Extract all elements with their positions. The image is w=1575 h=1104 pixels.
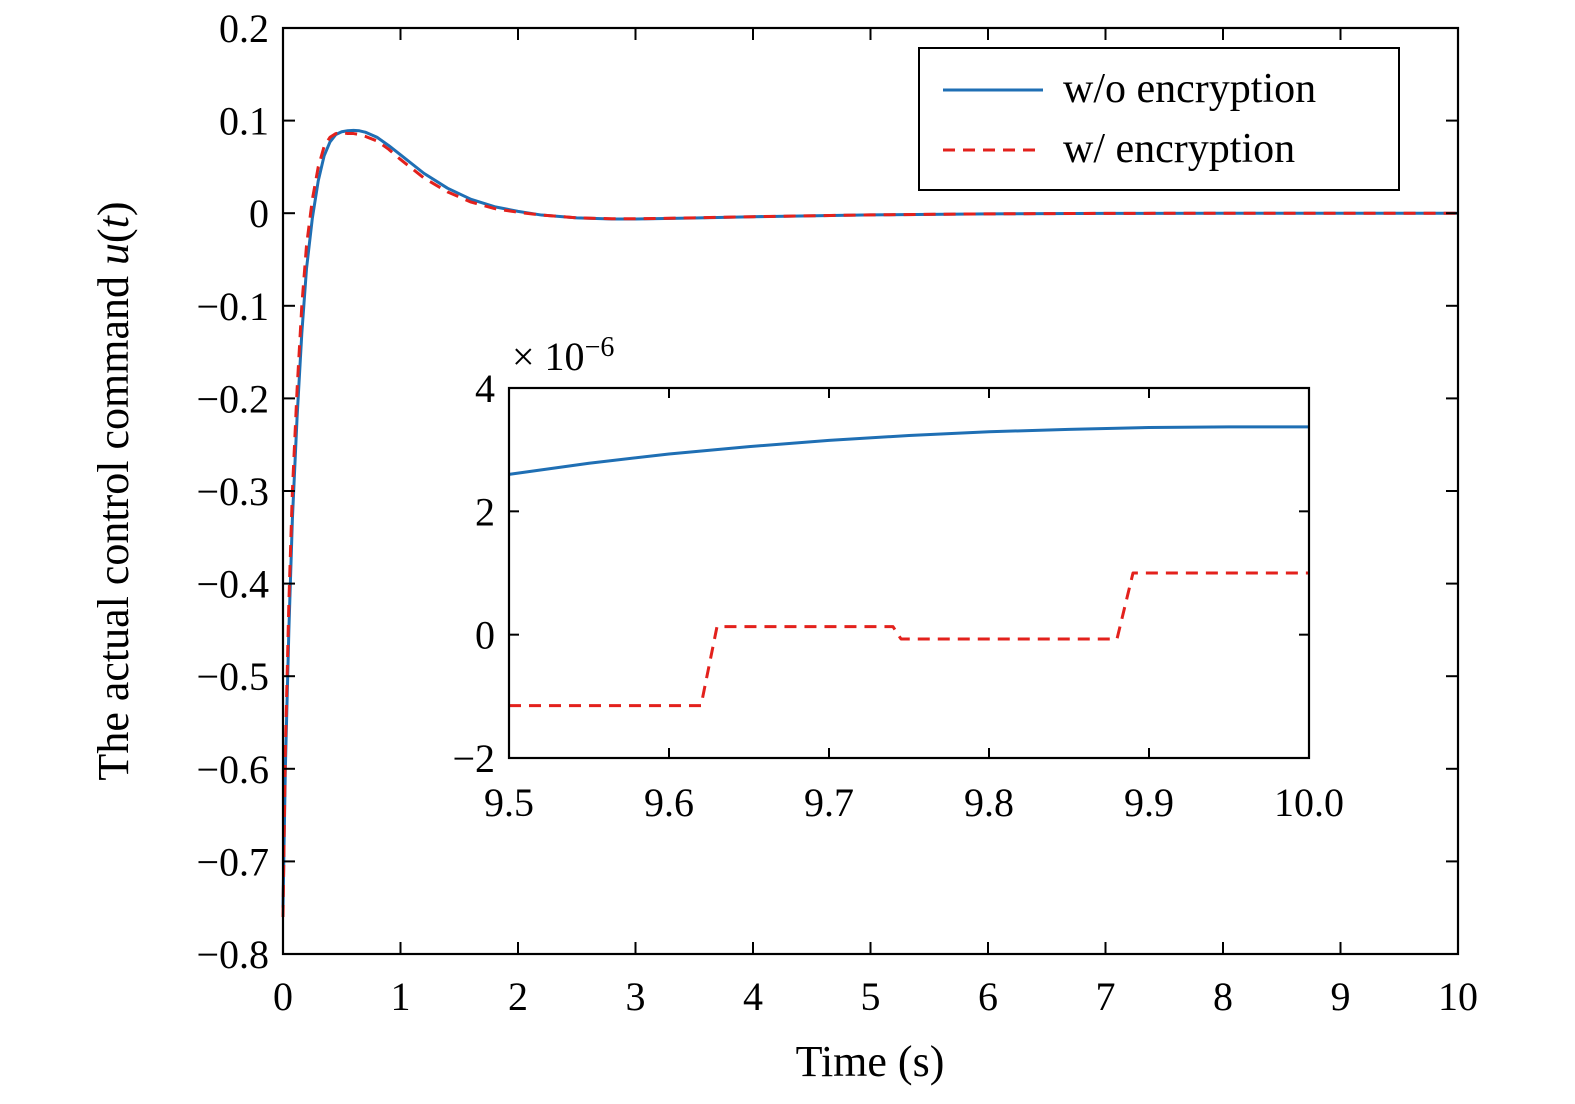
inset-series-wo-encryption-line	[508, 425, 1309, 476]
main-y-tick-label: −0.8	[196, 932, 269, 977]
main-x-tick-label: 3	[626, 974, 646, 1019]
main-y-tick-label: −0.6	[196, 747, 269, 792]
inset-x-tick-label: 9.6	[644, 780, 694, 825]
legend-box	[918, 47, 1400, 191]
inset-x-tick-label: 10.0	[1274, 780, 1344, 825]
main-y-tick-label: 0.1	[219, 99, 269, 144]
y-axis-title: The actual control command u(t)	[89, 201, 138, 780]
main-x-tick-label: 8	[1213, 974, 1233, 1019]
inset-exponent-power: −6	[585, 332, 615, 363]
inset-y-tick-label: 0	[475, 613, 495, 658]
main-y-tick-label: 0	[249, 191, 269, 236]
main-y-tick-label: −0.7	[196, 839, 269, 884]
inset-exponent-label: × 10−6	[512, 332, 614, 379]
inset-series-layer	[508, 425, 1309, 708]
inset-series-w-encryption-line	[509, 571, 1309, 708]
main-x-tick-label: 9	[1331, 974, 1351, 1019]
y-axis-title-variable: t	[89, 214, 138, 228]
y-axis-title-text: The actual control command	[89, 265, 138, 781]
y-axis-title-symbol: u	[89, 243, 138, 265]
main-y-tick-label: −0.2	[196, 376, 269, 421]
main-x-tick-label: 1	[391, 974, 411, 1019]
main-y-tick-label: 0.2	[219, 6, 269, 51]
inset-exponent-base: × 10	[512, 334, 585, 379]
inset-y-tick-label: 2	[475, 489, 495, 534]
main-x-tick-label: 10	[1438, 974, 1478, 1019]
y-axis-title-paren-close: )	[89, 201, 138, 216]
legend-label-series-1: w/o encryption	[1063, 66, 1316, 112]
y-axis-title-paren-open: (	[89, 228, 138, 243]
main-series-layer	[281, 128, 1458, 917]
x-axis-title: Time (s)	[796, 1037, 945, 1086]
inset-tick-labels-layer: 9.5 9.6 9.7 9.8 9.9 10.0 4 2 0 −2	[452, 366, 1344, 825]
inset-x-tick-label: 9.5	[484, 780, 534, 825]
main-y-tick-label: −0.3	[196, 469, 269, 514]
main-x-tick-label: 6	[978, 974, 998, 1019]
inset-y-tick-label: 4	[475, 366, 495, 411]
legend-label-series-2: w/ encryption	[1063, 126, 1295, 172]
main-x-tick-label: 2	[508, 974, 528, 1019]
inset-x-tick-label: 9.7	[804, 780, 854, 825]
main-ticks-layer	[282, 27, 1459, 955]
legend: w/o encryption w/ encryption	[918, 47, 1400, 191]
inset-y-tick-label: −2	[452, 736, 495, 781]
main-x-tick-label: 0	[273, 974, 293, 1019]
main-tick-labels-layer: 0 1 2 3 4 5 6 7 8 9 10 0.2 0.1 0 −0.1 −0.2 −0.3 −0.4 −0.5 −…	[196, 6, 1478, 1019]
main-y-tick-label: −0.5	[196, 654, 269, 699]
inset-ticks-layer	[508, 387, 1310, 759]
inset-x-tick-label: 9.8	[964, 780, 1014, 825]
main-y-tick-label: −0.4	[196, 562, 269, 607]
main-y-tick-label: −0.1	[196, 284, 269, 329]
main-x-tick-label: 4	[743, 974, 763, 1019]
main-x-tick-label: 5	[861, 974, 881, 1019]
inset-x-tick-label: 9.9	[1124, 780, 1174, 825]
main-series-w-encryption-line	[281, 131, 1458, 917]
main-x-tick-label: 7	[1096, 974, 1116, 1019]
inset-plot-frame	[507, 386, 1311, 760]
